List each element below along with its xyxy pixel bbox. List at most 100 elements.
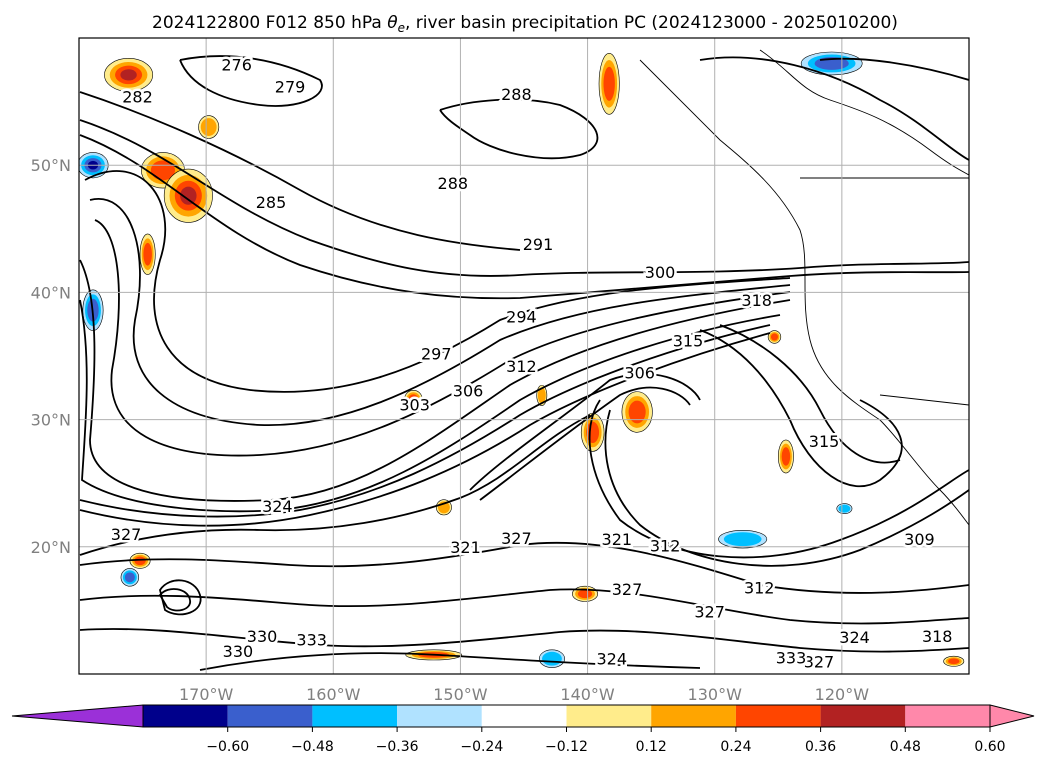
contour-line (479, 386, 691, 501)
precip-pc-patch (723, 532, 762, 547)
contour-label: 324 (262, 497, 293, 516)
gridlines (79, 38, 969, 674)
contour-label: 327 (501, 529, 532, 548)
contour-line (819, 57, 969, 81)
lon-tick-label: 160°W (306, 685, 361, 704)
contour-line (179, 55, 323, 107)
colorbar-segment (566, 705, 652, 727)
colorbar: −0.60 −0.48 −0.36 −0.24 −0.12 0.12 0.24 0.36 0.4… (11, 704, 1035, 755)
longitude-ticks: 170°W 160°W 150°W 140°W 130°W 120°W (179, 685, 869, 704)
contour-label: 333 (296, 631, 327, 650)
contour-label: 303 (399, 395, 430, 414)
contour-labels: 276 279 282 285 288 288 291 294 297 300 303 306 306 3… (108, 53, 955, 674)
contour-line (199, 652, 701, 671)
contour-label: 318 (741, 291, 772, 310)
contour-label: 330 (247, 627, 278, 646)
contour-line (159, 579, 202, 616)
colorbar-segment (143, 705, 228, 727)
border-us-mexico (879, 394, 969, 406)
contour-line (719, 324, 901, 464)
precip-pc-patch (577, 589, 593, 599)
lon-tick-label: 170°W (179, 685, 234, 704)
contour-line (469, 373, 701, 491)
precip-pc-patch (200, 118, 217, 136)
colorbar-tick-label: −0.48 (291, 739, 334, 755)
contour-label: 312 (650, 537, 681, 556)
precip-pc-patch (143, 242, 152, 266)
contour-line (699, 56, 969, 161)
lat-tick-label: 30°N (31, 411, 71, 430)
map-background (79, 38, 969, 674)
lon-tick-label: 140°W (560, 685, 615, 704)
precip-pc-patch (838, 504, 851, 513)
contour-label: 315 (673, 332, 704, 351)
colorbar-tick-label: −0.36 (376, 739, 419, 755)
contour-label: 327 (804, 652, 835, 671)
contour-label: 288 (501, 85, 532, 104)
lon-tick-label: 130°W (688, 685, 743, 704)
contour-label: 312 (506, 357, 537, 376)
contour-line (79, 134, 969, 300)
contour-line (79, 628, 969, 653)
contour-line (79, 119, 969, 277)
contour-label: 279 (275, 77, 306, 96)
contour-line (79, 541, 969, 594)
contour-line (79, 299, 781, 513)
coastlines (639, 49, 969, 526)
precip-pc-patch (781, 447, 791, 466)
contour-line (79, 588, 969, 625)
contour-label: 315 (809, 432, 840, 451)
contour-label: 318 (922, 627, 953, 646)
contour-line (79, 332, 771, 527)
colorbar-tick-label: 0.24 (720, 739, 751, 755)
contour-line (158, 588, 191, 612)
precip-pc-patch (180, 186, 197, 205)
contour-label: 309 (904, 530, 935, 549)
contour-label: 324 (839, 628, 870, 647)
colorbar-segment (227, 705, 313, 727)
colorbar-segment (905, 705, 990, 727)
lat-tick-label: 20°N (31, 538, 71, 557)
contour-line (79, 91, 521, 251)
precip-pc-patch (542, 651, 562, 666)
coastline-north-america (639, 59, 969, 526)
colorbar-segment (735, 705, 821, 727)
contour-line (89, 198, 791, 427)
colorbar-segment (312, 705, 398, 727)
coastline-alaska (759, 49, 969, 176)
contour-label: 288 (438, 174, 469, 193)
contour-label: 291 (523, 235, 554, 254)
contour-label: 282 (122, 88, 153, 107)
precip-pc-patch (628, 400, 646, 424)
theta-e-contours (79, 55, 969, 671)
colorbar-segment (651, 705, 736, 727)
contour-label: 327 (694, 603, 725, 622)
colorbar-tick-label: 0.60 (974, 739, 1005, 755)
map-frame (78, 37, 970, 675)
contour-label: 297 (421, 344, 452, 363)
precip-pc-patch (134, 556, 146, 566)
contour-label: 276 (221, 56, 252, 75)
precip-pc-patch (124, 572, 135, 583)
precip-pc-patch (408, 394, 419, 405)
colorbar-segment (820, 705, 906, 727)
colorbar-tick-label: −0.60 (206, 739, 249, 755)
colorbar-tick-label: −0.24 (460, 739, 503, 755)
colorbar-tick-label: 0.48 (890, 739, 921, 755)
contour-line (84, 170, 791, 393)
contour-label: 327 (612, 580, 643, 599)
chart-title: 2024122800 F012 850 hPa θe, river basin … (152, 13, 898, 35)
colorbar-segment (481, 705, 567, 727)
colorbar-tick-label: −0.12 (545, 739, 588, 755)
precip-pc-patch (537, 387, 546, 404)
lat-tick-label: 40°N (31, 283, 71, 302)
latitude-ticks: 20°N 30°N 40°N 50°N (31, 156, 71, 557)
precip-pc-patch (586, 421, 600, 444)
colorbar-tick-label: 0.36 (805, 739, 836, 755)
colorbar-segment (397, 705, 482, 727)
contour-line (79, 259, 791, 502)
lon-tick-label: 150°W (433, 685, 488, 704)
contour-label: 321 (602, 530, 633, 549)
contour-line (604, 409, 969, 567)
